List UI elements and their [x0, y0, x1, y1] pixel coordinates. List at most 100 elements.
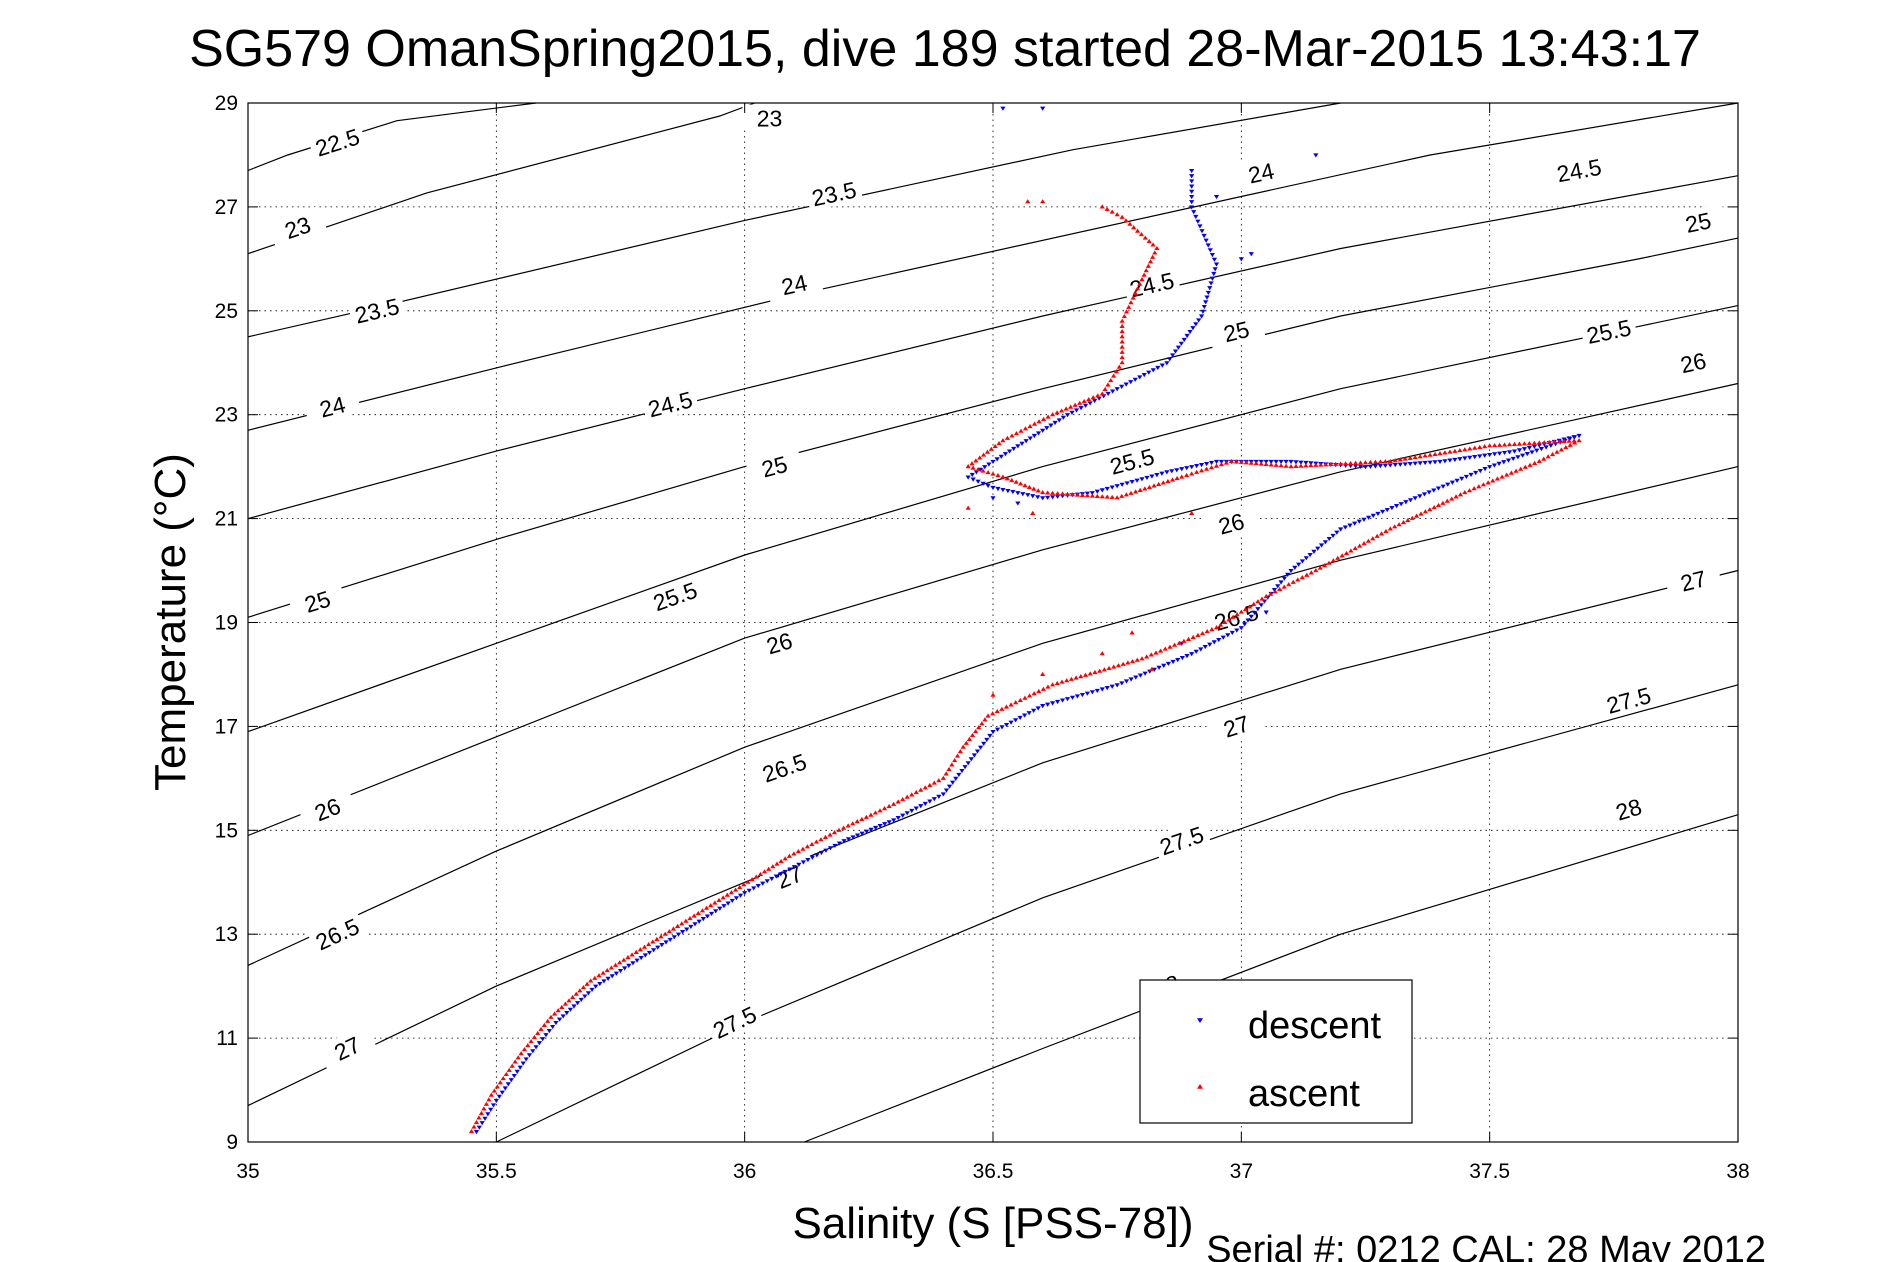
descent-point: [1209, 276, 1216, 281]
descent-point: [704, 914, 711, 919]
ascent-point: [708, 903, 714, 908]
ascent-point: [1156, 481, 1162, 487]
ascent-point: [1567, 442, 1573, 447]
ascent-point: [1004, 476, 1010, 481]
ascent-point: [1431, 504, 1437, 510]
ascent-point: [1119, 360, 1125, 365]
ascent-point: [1352, 460, 1359, 465]
descent-point: [968, 757, 974, 762]
descent-point: [962, 765, 968, 770]
ascent-point: [555, 1008, 561, 1013]
ascent-point: [491, 1088, 497, 1093]
descent-point: [845, 837, 852, 842]
descent-point: [493, 1098, 499, 1104]
ascent-point: [1045, 684, 1051, 689]
ascent-point: [1167, 644, 1173, 649]
descent-point: [1208, 281, 1214, 286]
descent-point: [1119, 482, 1125, 487]
ascent-point: [1079, 492, 1085, 497]
descent-point: [1322, 540, 1328, 545]
descent-point: [1288, 459, 1294, 465]
descent-point: [998, 454, 1004, 459]
descent-point: [1169, 469, 1175, 474]
descent-point: [1334, 530, 1340, 535]
ascent-point: [822, 834, 829, 839]
descent-point: [990, 730, 996, 735]
descent-point: [1520, 453, 1526, 458]
descent-point: [1211, 271, 1217, 277]
ascent-point: [1022, 695, 1028, 700]
descent-point: [1245, 618, 1251, 623]
ascent-point: [1251, 601, 1257, 606]
descent-point: [1205, 290, 1211, 295]
descent-point: [1189, 194, 1195, 200]
descent-point: [729, 898, 735, 904]
ascent-point: [1127, 221, 1133, 226]
y-tick-label: 25: [215, 300, 238, 323]
descent-point: [1375, 511, 1381, 517]
ascent-point: [990, 692, 996, 697]
descent-point: [575, 1001, 581, 1006]
descent-point: [1204, 295, 1210, 300]
ascent-point: [1338, 461, 1344, 466]
ascent-point: [1150, 254, 1156, 259]
ascent-point: [1576, 438, 1582, 443]
descent-point: [713, 909, 719, 914]
descent-point: [1189, 205, 1195, 210]
descent-point: [1012, 718, 1019, 723]
descent-point: [1184, 333, 1190, 339]
descent-point: [1069, 695, 1076, 700]
ascent-point: [1407, 455, 1413, 460]
descent-point: [622, 966, 628, 971]
ascent-point: [1299, 575, 1305, 580]
descent-point: [1427, 460, 1433, 465]
ascent-point: [965, 505, 971, 510]
ascent-point: [952, 757, 958, 763]
descent-point: [1030, 494, 1036, 499]
descent-point: [1170, 353, 1176, 358]
ascent-point: [1000, 438, 1006, 443]
contour-label-bg: [640, 384, 700, 423]
contour-label-bg: [307, 121, 367, 163]
ascent-point: [1362, 460, 1369, 465]
descent-point: [1142, 671, 1148, 676]
contour-label-group: 25: [1206, 311, 1266, 350]
descent-point: [1184, 466, 1190, 471]
ascent-point: [1179, 474, 1185, 479]
contour-label: 25: [759, 451, 790, 483]
x-tick-label: 38: [1726, 1160, 1749, 1183]
ascent-point: [670, 926, 677, 931]
ascent-point: [1031, 486, 1037, 491]
descent-point: [613, 971, 619, 976]
ascent-point: [732, 887, 739, 892]
ascent-point: [1040, 671, 1046, 677]
ascent-point: [471, 1124, 477, 1129]
descent-point: [827, 846, 834, 851]
descent-point: [814, 853, 820, 858]
descent-point: [1338, 527, 1344, 532]
ascent-point: [850, 821, 856, 826]
descent-point: [1040, 106, 1046, 111]
descent-point: [508, 1078, 514, 1083]
ascent-point: [588, 978, 594, 983]
descent-point: [1362, 465, 1369, 470]
ascent-point: [1133, 489, 1139, 494]
descent-point: [1194, 464, 1200, 469]
ascent-point: [468, 1129, 475, 1134]
ascent-point: [1008, 702, 1014, 707]
ascent-point: [1189, 471, 1195, 476]
ascent-point: [1137, 281, 1143, 286]
ascent-point: [592, 975, 598, 980]
contour-label-group: 24: [302, 386, 362, 426]
descent-point: [990, 459, 996, 465]
descent-point: [1482, 453, 1488, 458]
contour-label-bg: [1102, 441, 1162, 480]
ascent-point: [473, 1119, 480, 1125]
ascent-point: [1022, 483, 1028, 488]
ascent-point: [1059, 679, 1065, 684]
descent-point: [773, 874, 779, 879]
contour-label-bg: [704, 998, 765, 1046]
ascent-point: [1499, 474, 1505, 479]
descent-point: [1005, 488, 1011, 494]
ascent-point: [960, 744, 966, 749]
